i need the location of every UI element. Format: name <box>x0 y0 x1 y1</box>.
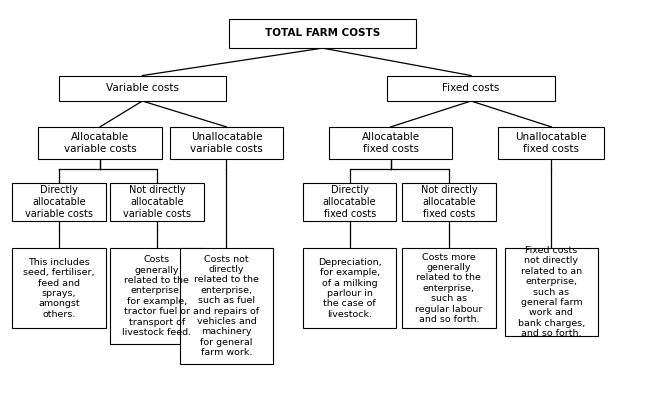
FancyBboxPatch shape <box>504 248 598 336</box>
Text: Directly
allocatable
variable costs: Directly allocatable variable costs <box>25 185 93 218</box>
FancyBboxPatch shape <box>38 127 162 160</box>
FancyBboxPatch shape <box>303 248 397 328</box>
FancyBboxPatch shape <box>180 248 273 364</box>
Text: Costs more
generally
related to the
enterprise,
such as
regular labour
and so fo: Costs more generally related to the ente… <box>415 252 482 324</box>
Text: Not directly
allocatable
fixed costs: Not directly allocatable fixed costs <box>421 185 477 218</box>
FancyBboxPatch shape <box>229 19 416 48</box>
Text: Not directly
allocatable
variable costs: Not directly allocatable variable costs <box>123 185 191 218</box>
FancyBboxPatch shape <box>402 183 496 220</box>
FancyBboxPatch shape <box>387 76 555 101</box>
Text: Directly
allocatable
fixed costs: Directly allocatable fixed costs <box>323 185 377 218</box>
Text: Unallocatable
fixed costs: Unallocatable fixed costs <box>515 132 587 154</box>
Text: TOTAL FARM COSTS: TOTAL FARM COSTS <box>265 28 380 38</box>
FancyBboxPatch shape <box>329 127 452 160</box>
FancyBboxPatch shape <box>498 127 604 160</box>
FancyBboxPatch shape <box>402 248 496 328</box>
FancyBboxPatch shape <box>59 76 226 101</box>
Text: This includes
seed, fertiliser,
feed and
sprays,
amongst
others.: This includes seed, fertiliser, feed and… <box>23 258 95 319</box>
FancyBboxPatch shape <box>110 183 204 220</box>
Text: Allocatable
fixed costs: Allocatable fixed costs <box>362 132 420 154</box>
Text: Allocatable
variable costs: Allocatable variable costs <box>64 132 136 154</box>
Text: Depreciation,
for example,
of a milking
parlour in
the case of
livestock.: Depreciation, for example, of a milking … <box>318 258 381 319</box>
FancyBboxPatch shape <box>110 248 204 344</box>
FancyBboxPatch shape <box>12 248 106 328</box>
Text: Costs
generally
related to the
enterprise,
for example,
tractor fuel or
transpor: Costs generally related to the enterpris… <box>123 255 192 337</box>
FancyBboxPatch shape <box>12 183 106 220</box>
Text: Fixed costs: Fixed costs <box>442 83 500 93</box>
Text: Unallocatable
variable costs: Unallocatable variable costs <box>190 132 263 154</box>
Text: Variable costs: Variable costs <box>106 83 179 93</box>
Text: Costs not
directly
related to the
enterprise,
such as fuel
and repairs of
vehicl: Costs not directly related to the enterp… <box>194 254 259 357</box>
FancyBboxPatch shape <box>303 183 397 220</box>
FancyBboxPatch shape <box>170 127 283 160</box>
Text: Fixed costs
not directly
related to an
enterprise,
such as
general farm
work and: Fixed costs not directly related to an e… <box>518 246 585 338</box>
